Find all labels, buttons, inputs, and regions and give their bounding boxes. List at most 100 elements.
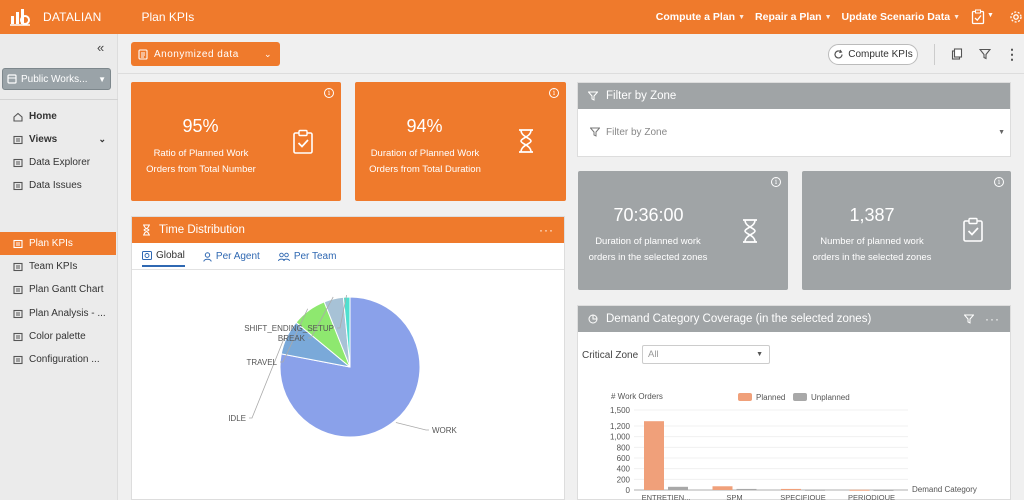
bar-unplanned-3[interactable]: [873, 489, 894, 491]
sidebar-item-plan-kpis[interactable]: Plan KPIs: [0, 232, 116, 255]
critical-zone-select[interactable]: All ▼: [642, 345, 770, 364]
bar-unplanned-0[interactable]: [668, 486, 688, 490]
sidebar-item-plan-analysis[interactable]: Plan Analysis - ...: [0, 302, 116, 325]
y-tick-label: 1,200: [610, 422, 631, 431]
sidebar-item-views[interactable]: Views ⌄: [0, 128, 116, 151]
legend-label-planned[interactable]: Planned: [756, 393, 785, 402]
pie-label-shift-ending-setup: SHIFT_ENDING_SETUP: [244, 324, 334, 333]
view-icon: [13, 181, 23, 191]
info-icon[interactable]: i: [324, 88, 334, 98]
pie-label-idle: IDLE: [228, 414, 246, 423]
clipboard-check-icon: [292, 129, 314, 155]
sidebar-item-data-issues[interactable]: Data Issues: [0, 174, 116, 197]
sidebar-item-team-kpis[interactable]: Team KPIs: [0, 255, 116, 278]
more-vertical-icon[interactable]: ⋮: [1005, 45, 1019, 62]
x-tick-label: SPM: [726, 493, 742, 500]
sidebar-item-data-explorer[interactable]: Data Explorer: [0, 151, 116, 174]
top-bar: DATALIAN Plan KPIs Compute a Plan ▼ Repa…: [0, 0, 1024, 34]
tab-per-agent[interactable]: Per Agent: [203, 250, 260, 267]
pie-slice-shift-ending-setup[interactable]: [342, 296, 351, 368]
panel-header: Time Distribution ···: [132, 217, 564, 243]
bar-unplanned-2[interactable]: [805, 489, 825, 491]
kpi-label: Duration of planned work orders in the s…: [588, 236, 708, 263]
chevron-down-icon[interactable]: ▼: [998, 128, 1005, 136]
hourglass-icon: [515, 128, 537, 154]
x-tick-label: SPECIFIQUE: [780, 493, 825, 500]
copy-icon[interactable]: [950, 46, 964, 62]
collapse-sidebar-icon[interactable]: «: [97, 40, 105, 55]
sidebar-item-color-palette[interactable]: Color palette: [0, 325, 116, 348]
pie-label-travel: TRAVEL: [246, 358, 277, 367]
legend-label-unplanned[interactable]: Unplanned: [811, 393, 850, 402]
time-distribution-panel: Time Distribution ··· Global Per Agent P…: [131, 216, 565, 500]
workspace-select[interactable]: Public Works... ▼: [2, 68, 111, 90]
workspace-icon: [7, 74, 17, 84]
brand-name: DATALIAN: [43, 10, 102, 24]
tab-label: Per Agent: [215, 251, 260, 262]
repair-plan-menu[interactable]: Repair a Plan ▼: [755, 11, 831, 23]
legend-swatch-planned[interactable]: [738, 393, 752, 401]
data-source-dropdown[interactable]: Anonymized data ⌄: [131, 42, 280, 66]
x-tick-label: ENTRETIEN...: [642, 493, 691, 500]
compute-kpis-button[interactable]: Compute KPIs: [828, 44, 918, 65]
bar-planned-2[interactable]: [781, 488, 801, 490]
sidebar-item-home[interactable]: Home: [0, 105, 116, 128]
y-tick-label: 200: [617, 475, 631, 484]
view-icon: [13, 158, 23, 168]
chevron-down-icon[interactable]: ▼: [987, 12, 994, 19]
y-tick-label: 600: [617, 454, 631, 463]
panel-header: Demand Category Coverage (in the selecte…: [578, 306, 1010, 332]
more-horizontal-icon[interactable]: ···: [539, 223, 554, 237]
update-scenario-menu[interactable]: Update Scenario Data ▼: [842, 11, 960, 23]
info-icon[interactable]: i: [994, 177, 1004, 187]
x-axis-title: Demand Category: [912, 485, 977, 494]
bar-planned-3[interactable]: [849, 489, 870, 491]
filter-zone-panel: Filter by Zone Filter by Zone ▼: [577, 82, 1011, 157]
panel-title: Time Distribution: [159, 224, 245, 236]
bar-planned-1[interactable]: [712, 486, 733, 490]
chevron-down-icon: ⌄: [98, 134, 106, 144]
pie-leader-line: [337, 295, 348, 329]
views-icon: [13, 135, 23, 145]
bar-unplanned-1[interactable]: [736, 488, 757, 490]
tab-per-team[interactable]: Per Team: [277, 250, 336, 267]
view-icon: [13, 355, 23, 365]
datalian-logo-icon[interactable]: [9, 6, 31, 28]
compute-plan-label: Compute a Plan: [655, 11, 736, 23]
filter-icon[interactable]: [964, 314, 974, 324]
sidebar-item-label: Plan Analysis - ...: [29, 308, 106, 319]
more-horizontal-icon[interactable]: ···: [985, 312, 1000, 326]
bar-planned-0[interactable]: [644, 421, 664, 490]
update-scenario-label: Update Scenario Data: [841, 11, 951, 23]
sidebar: « Public Works... ▼ Home Views ⌄ Data Ex…: [0, 34, 118, 500]
filter-icon[interactable]: [978, 46, 992, 62]
x-tick-label: PERIODIQUE: [848, 493, 895, 500]
tab-global[interactable]: Global: [142, 250, 185, 267]
y-tick-label: 1,000: [610, 433, 631, 442]
sidebar-item-configuration[interactable]: Configuration ...: [0, 348, 116, 371]
dataset-icon: [138, 48, 148, 60]
kpi-label: Ratio of Planned Work Orders from Total …: [146, 148, 256, 175]
hourglass-icon: [143, 224, 150, 236]
top-nav: Compute a Plan ▼ Repair a Plan ▼ Update …: [656, 0, 960, 34]
data-source-label: Anonymized data: [154, 48, 239, 60]
gear-icon[interactable]: [1008, 8, 1024, 26]
zone-filter-input[interactable]: Filter by Zone ▼: [590, 123, 1005, 141]
toolbar-divider: [934, 44, 935, 65]
chevron-down-icon: ▼: [953, 13, 960, 21]
sidebar-item-plan-gantt-chart[interactable]: Plan Gantt Chart: [0, 278, 116, 301]
info-icon[interactable]: i: [771, 177, 781, 187]
legend-swatch-unplanned[interactable]: [793, 393, 807, 401]
compute-kpis-label: Compute KPIs: [848, 49, 913, 60]
chevron-down-icon: ▼: [98, 74, 106, 84]
tab-underline: [132, 269, 564, 270]
view-icon: [13, 262, 23, 272]
pie-leader-line: [308, 296, 334, 339]
chevron-down-icon: ▼: [824, 13, 832, 21]
compute-plan-menu[interactable]: Compute a Plan ▼: [656, 11, 745, 23]
task-checklist-icon[interactable]: [970, 8, 986, 26]
team-icon: [277, 252, 290, 261]
info-icon[interactable]: i: [549, 88, 559, 98]
